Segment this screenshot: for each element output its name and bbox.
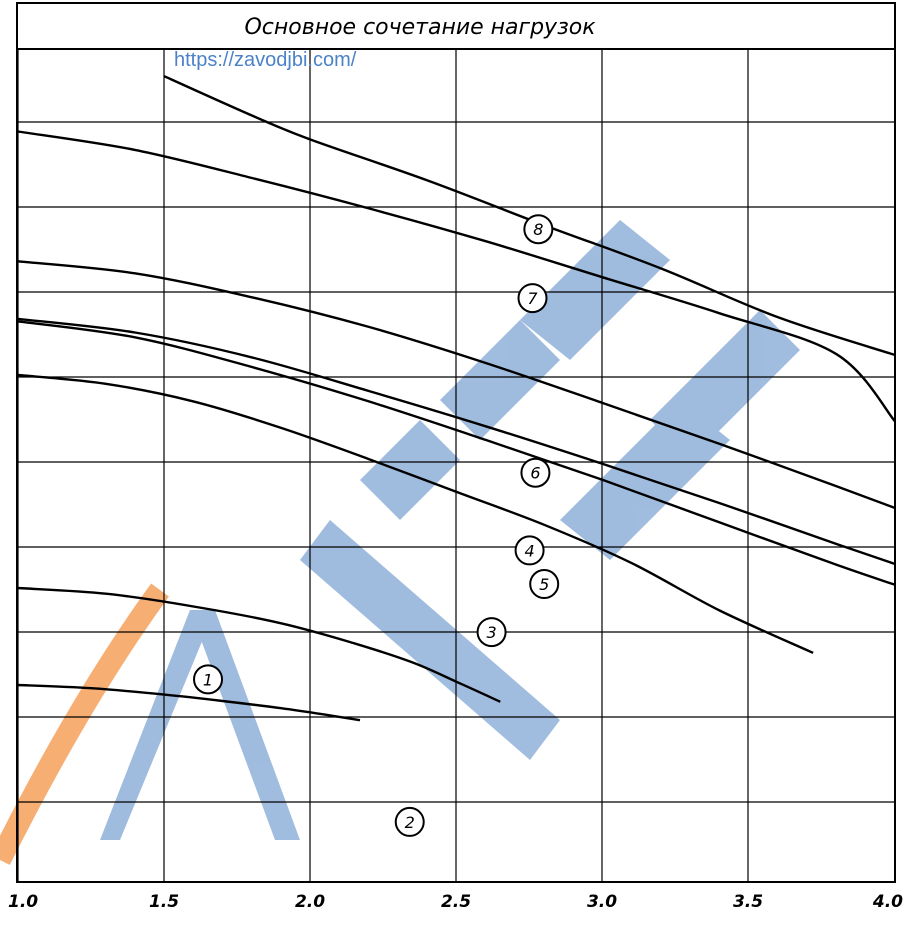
watermark-letter-block-2: [360, 420, 460, 520]
curve-label-1: 1: [193, 664, 224, 695]
watermark-letter-block-6: [650, 310, 800, 460]
title-bar: Основное сочетание нагрузок: [244, 15, 596, 40]
curve-6: [17, 260, 896, 510]
curve-label-text: 2: [405, 813, 415, 832]
plot-frame: [16, 2, 896, 883]
curve-label-circle: [514, 535, 545, 566]
curve-label-text: 8: [533, 220, 543, 239]
x-tick-label: 4.0: [872, 892, 903, 912]
curve-label-text: 3: [486, 623, 496, 642]
curve-label-5: 5: [529, 569, 560, 600]
x-tick-label: 2.0: [295, 892, 325, 912]
curve-label-circle: [476, 617, 507, 648]
curve-label-text: 7: [527, 289, 538, 308]
curve-label-7: 7: [517, 283, 548, 314]
curve-2: [17, 586, 501, 703]
curve-label-circle: [520, 457, 551, 488]
curve-label-3: 3: [476, 617, 507, 648]
curve-label-text: 1: [203, 670, 213, 689]
curves: [17, 75, 896, 722]
watermark-letter-block-3: [440, 320, 560, 440]
x-tick-label: 3.0: [587, 892, 617, 912]
curve-label-circle: [517, 283, 548, 314]
curve-label-circle: [523, 214, 554, 245]
watermark-logo: [0, 220, 800, 865]
x-tick-label: 1.0: [8, 892, 38, 912]
watermark-letter-block-4: [520, 220, 670, 360]
curve-label-2: 2: [394, 806, 425, 837]
curve-label-circle: [193, 664, 224, 695]
curve-5: [17, 320, 896, 586]
curve-8: [163, 75, 896, 357]
frame: [16, 2, 896, 883]
curve-labels: 1 2 3 45 6 7 8: [193, 214, 560, 837]
curve-label-circle: [529, 569, 560, 600]
x-tick-label: 1.5: [149, 892, 179, 912]
curve-label-text: 6: [530, 464, 540, 483]
curve-label-6: 6: [520, 457, 551, 488]
watermark-orange-arc: [0, 583, 169, 865]
watermark-tower-right: [190, 610, 300, 840]
curve-3: [17, 373, 814, 654]
x-tick-label: 3.5: [733, 892, 763, 912]
curve-label-text: 4: [524, 541, 534, 560]
curve-label-text: 5: [539, 575, 549, 594]
curve-4: [17, 317, 896, 566]
curve-7: [17, 130, 896, 423]
x-tick-labels: 1.0 1.5 2.0 2.5 3.0 3.5 4.0: [8, 892, 903, 912]
curve-label-circle: [394, 806, 425, 837]
curve-label-8: 8: [523, 214, 554, 245]
curve-label-4: 4: [514, 535, 545, 566]
chart-title: Основное сочетание нагрузок: [244, 15, 596, 40]
curve-1: [17, 683, 361, 722]
watermark-tower-left: [100, 610, 215, 840]
x-tick-label: 2.5: [441, 892, 471, 912]
watermark-url: https://zavodjbi.com/: [174, 49, 357, 71]
